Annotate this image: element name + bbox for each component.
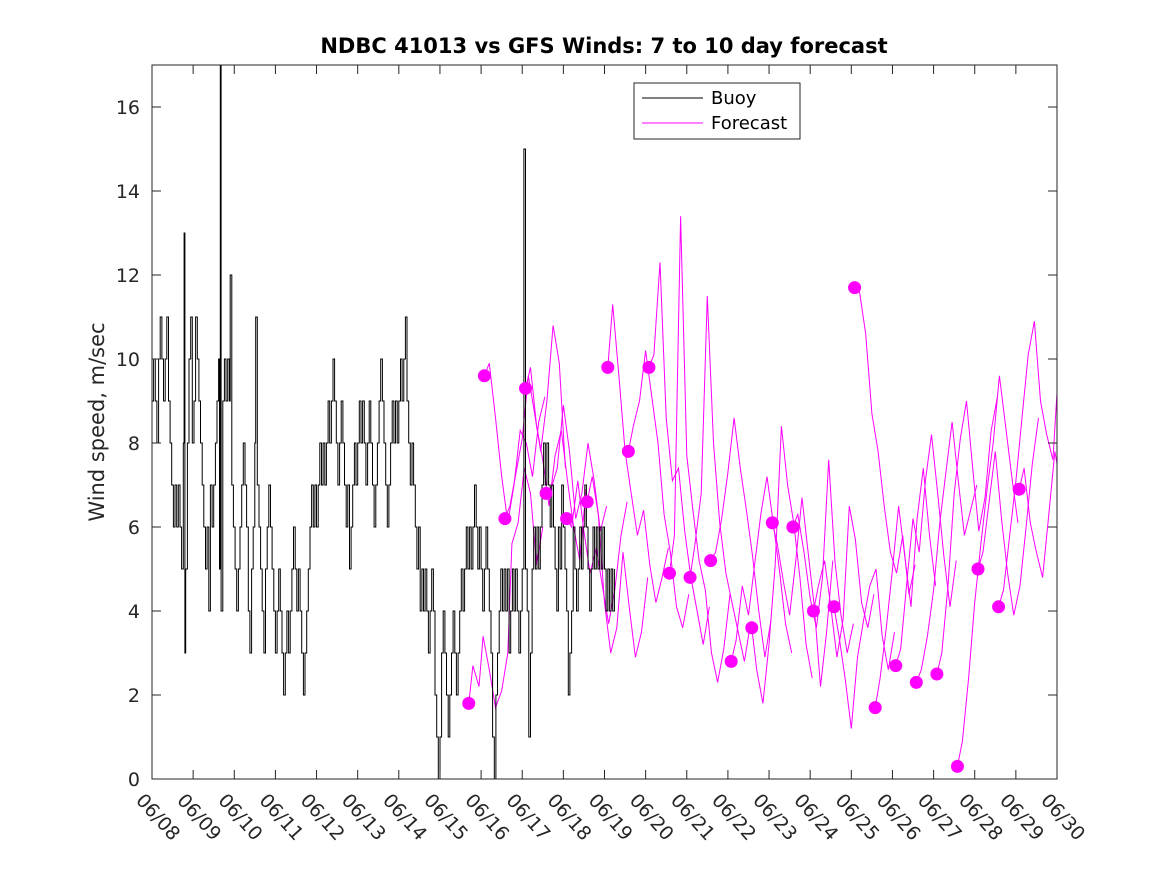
forecast-start-marker: [704, 554, 718, 568]
legend-label-forecast: Forecast: [711, 113, 787, 134]
y-axis: 0 2 4 6 8 10 12 14 16: [116, 97, 1057, 791]
forecast-start-marker: [580, 495, 594, 509]
y-tick-label: 10: [116, 349, 140, 371]
forecast-start-marker: [848, 281, 862, 295]
forecast-run-line: [813, 505, 875, 658]
forecast-start-marker: [950, 759, 964, 773]
forecast-start-marker: [519, 381, 533, 395]
y-tick-label: 6: [128, 517, 140, 539]
forecast-run-line: [874, 468, 937, 708]
forecast-start-marker: [683, 570, 697, 584]
y-tick-label: 4: [128, 601, 140, 623]
plot-area: [152, 65, 1057, 779]
legend-box: [633, 82, 801, 140]
forecast-start-marker: [724, 654, 738, 668]
forecast-start-marker: [765, 516, 779, 530]
forecast-start-marker: [498, 512, 512, 526]
forecast-start-marker: [992, 600, 1006, 614]
forecast-start-marker: [621, 444, 635, 458]
y-tick-label: 8: [128, 433, 140, 455]
forecast-start-marker: [889, 659, 903, 673]
forecast-start-marker: [601, 360, 615, 374]
forecast-run-line: [648, 262, 710, 645]
forecast-start-marker: [539, 486, 553, 500]
forecast-run-line: [936, 396, 998, 675]
forecast-start-marker: [827, 600, 841, 614]
forecast-run-line: [607, 304, 669, 603]
y-tick-label: 16: [116, 97, 140, 119]
forecast-start-marker: [786, 520, 800, 534]
forecast-start-marker: [477, 369, 491, 383]
forecast-run-line: [689, 295, 751, 662]
forecast-run-line: [504, 325, 566, 519]
forecast-start-marker: [971, 562, 985, 576]
forecast-run-line: [895, 434, 957, 666]
forecast-run-line: [730, 476, 793, 662]
forecast-run-line: [710, 417, 772, 658]
y-tick-label: 2: [128, 685, 140, 707]
forecast-start-marker: [930, 667, 944, 681]
forecast-start-marker: [560, 512, 574, 526]
forecast-run-line: [669, 216, 731, 683]
forecast-run-line: [771, 497, 834, 687]
forecast-run-line: [956, 375, 1019, 767]
forecast-run-line: [525, 367, 587, 561]
y-axis-label: Wind speed, m/sec: [85, 322, 109, 521]
forecast-start-marker: [662, 566, 676, 580]
chart-title: NDBC 41013 vs GFS Winds: 7 to 10 day for…: [320, 34, 887, 58]
forecast-start-marker: [868, 701, 882, 715]
buoy-line: [152, 64, 615, 780]
forecast-series: [468, 216, 1058, 767]
forecast-start-marker: [1012, 482, 1026, 496]
legend: Buoy Forecast: [633, 82, 801, 140]
forecast-start-markers: [462, 281, 1026, 773]
forecast-run-line: [627, 350, 690, 628]
forecast-run-line: [586, 476, 649, 658]
forecast-run-line: [792, 459, 854, 654]
buoy-series: [152, 64, 615, 780]
forecast-run-line: [545, 405, 608, 532]
legend-label-buoy: Buoy: [711, 88, 757, 109]
forecast-run-line: [915, 421, 978, 683]
forecast-start-marker: [745, 621, 759, 635]
forecast-run-line: [1018, 451, 1058, 578]
forecast-start-marker: [909, 675, 923, 689]
forecast-start-marker: [806, 604, 820, 618]
forecast-start-marker: [642, 360, 656, 374]
y-tick-label: 12: [116, 265, 140, 287]
forecast-start-marker: [462, 696, 476, 710]
y-tick-label: 0: [128, 769, 140, 791]
forecast-run-line: [468, 468, 544, 710]
y-tick-label: 14: [116, 181, 140, 203]
forecast-run-line: [751, 426, 813, 704]
